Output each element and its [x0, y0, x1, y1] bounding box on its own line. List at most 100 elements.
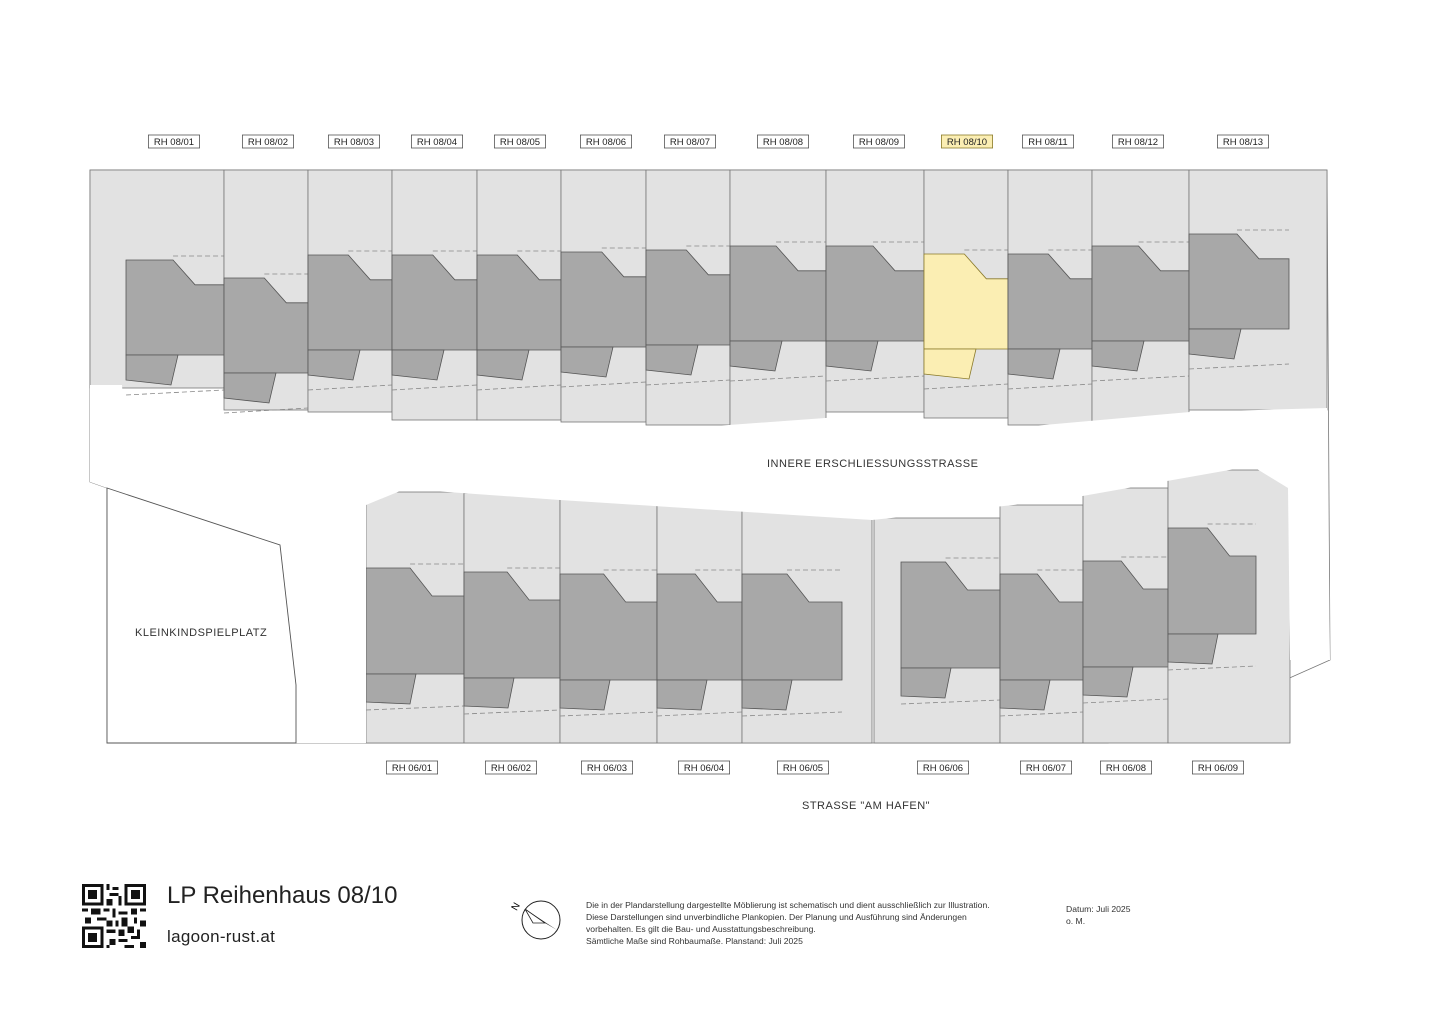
label-box: [327, 134, 380, 149]
plot-rh-08-04[interactable]: [391, 169, 478, 421]
boundary-dash: [476, 250, 562, 391]
plot-rh-06-05[interactable]: [741, 509, 873, 744]
label-box: [1020, 760, 1073, 775]
boundary-dash: [560, 247, 647, 388]
unit-label[interactable]: RH 08/01: [147, 134, 200, 149]
bottom-unit-labels: RH 06/01 RH 06/02 RH 06/03 RH 06/04 RH 06/05…: [385, 760, 1245, 775]
unit-label[interactable]: RH 06/07: [1020, 760, 1073, 775]
plot-rh-08-12[interactable]: [1091, 169, 1190, 424]
qr-code-icon: [82, 884, 146, 948]
plot-rh-08-10[interactable]: [923, 169, 1009, 419]
disclaimer-line: Diese Darstellungen sind unverbindliche …: [586, 912, 967, 922]
terrace: [741, 679, 793, 711]
boundary-dash: [999, 569, 1084, 717]
inner-road: [90, 385, 1330, 743]
plot-rh-08-05[interactable]: [476, 169, 562, 421]
boundary-dash: [656, 569, 743, 717]
label-text: RH 08/10: [947, 137, 987, 148]
unit-label[interactable]: RH 08/12: [1112, 134, 1165, 149]
terrace: [1082, 666, 1134, 698]
label-text: RH 08/08: [763, 137, 803, 148]
terrace: [999, 679, 1051, 711]
label-text: RH 08/04: [417, 137, 457, 148]
unit-label[interactable]: RH 06/01: [385, 760, 438, 775]
plot-rh-06-04[interactable]: [656, 501, 743, 744]
label-box: [678, 760, 731, 775]
plot-rh-08-09[interactable]: [825, 169, 925, 413]
label-box: [493, 134, 546, 149]
unit-label[interactable]: RH 06/05: [777, 760, 830, 775]
label-text: RH 06/04: [684, 763, 724, 774]
plan-meta: Datum: Juli 2025 o. M.: [1066, 903, 1131, 927]
terrace: [645, 344, 699, 376]
terrace: [1007, 348, 1061, 380]
unit-label[interactable]: RH 06/08: [1100, 760, 1153, 775]
unit-label[interactable]: RH 08/08: [757, 134, 810, 149]
unit-label[interactable]: RH 08/07: [664, 134, 717, 149]
terrace: [223, 372, 277, 404]
plot-rh-08-06[interactable]: [560, 169, 647, 423]
unit-label[interactable]: RH 08/03: [327, 134, 380, 149]
label-text: RH 06/06: [923, 763, 963, 774]
terrace: [307, 349, 361, 381]
label-text: RH 06/07: [1026, 763, 1066, 774]
terrace: [125, 354, 179, 386]
plot-rh-08-13[interactable]: [1188, 169, 1328, 411]
terrace: [1188, 328, 1242, 360]
label-box: [147, 134, 200, 149]
unit-label[interactable]: RH 06/02: [484, 760, 537, 775]
plot-rh-08-07[interactable]: [645, 169, 731, 426]
boundary-dash: [125, 255, 225, 396]
label-box: [241, 134, 294, 149]
label-text: RH 08/11: [1028, 137, 1067, 148]
plot-rh-08-03[interactable]: [307, 169, 393, 413]
label-text: RH 06/01: [392, 763, 432, 774]
unit-label[interactable]: RH 08/04: [410, 134, 463, 149]
label-text: RH 08/12: [1118, 137, 1158, 148]
terrace: [476, 349, 530, 381]
plan-date: Datum: Juli 2025: [1066, 904, 1131, 914]
site-plan: INNERE ERSCHLIESSUNGSSTRASSE KLEINKINDSPI…: [89, 134, 1331, 812]
compass-north-letter: N: [510, 901, 523, 913]
unit-label[interactable]: RH 08/09: [853, 134, 906, 149]
label-text: RH 08/07: [670, 137, 710, 148]
plot-rh-08-11[interactable]: [1007, 169, 1093, 426]
plot-rh-06-06[interactable]: [873, 517, 1001, 744]
label-box: [1112, 134, 1165, 149]
label-box: [410, 134, 463, 149]
unit-label[interactable]: RH 08/02: [241, 134, 294, 149]
plot-rh-06-01[interactable]: [365, 491, 465, 744]
plot-rh-06-08[interactable]: [1082, 487, 1169, 744]
playground-area: [106, 487, 297, 744]
plot-rh-06-09[interactable]: [1167, 469, 1291, 744]
unit-label[interactable]: RH 08/11: [1022, 134, 1075, 149]
disclaimer-line: vorbehalten. Es gilt die Bau- und Aussta…: [586, 924, 816, 934]
unit-label[interactable]: RH 08/06: [580, 134, 633, 149]
unit-label[interactable]: RH 08/05: [493, 134, 546, 149]
unit-label[interactable]: RH 06/06: [917, 760, 970, 775]
plot-rh-08-01[interactable]: [89, 169, 225, 396]
plot-rh-08-08[interactable]: [729, 169, 827, 427]
unit-label[interactable]: RH 06/03: [581, 760, 634, 775]
boundary-dash: [365, 563, 465, 711]
label-text: RH 06/08: [1106, 763, 1146, 774]
label-box: [1022, 134, 1075, 149]
plot-rh-06-07[interactable]: [999, 504, 1084, 744]
unit-label[interactable]: RH 06/09: [1192, 760, 1245, 775]
plot-rh-06-02[interactable]: [463, 492, 561, 744]
boundary-dash: [923, 249, 1009, 390]
label-box: [484, 760, 537, 775]
boundary-dash: [559, 569, 658, 717]
plot-rh-06-03[interactable]: [559, 496, 658, 744]
unit-label[interactable]: RH 08/13: [1217, 134, 1270, 149]
boundary-dash: [741, 569, 843, 717]
plot-rh-08-02[interactable]: [223, 169, 309, 414]
unit-label[interactable]: RH 06/04: [678, 760, 731, 775]
bottom-row-plots: [365, 469, 1291, 744]
website-link[interactable]: lagoon-rust.at: [167, 927, 276, 946]
terrace: [463, 677, 515, 709]
unit-label[interactable]: RH 08/10: [941, 134, 994, 149]
terrace: [391, 349, 445, 381]
label-box: [941, 134, 994, 149]
terrace: [729, 340, 783, 372]
